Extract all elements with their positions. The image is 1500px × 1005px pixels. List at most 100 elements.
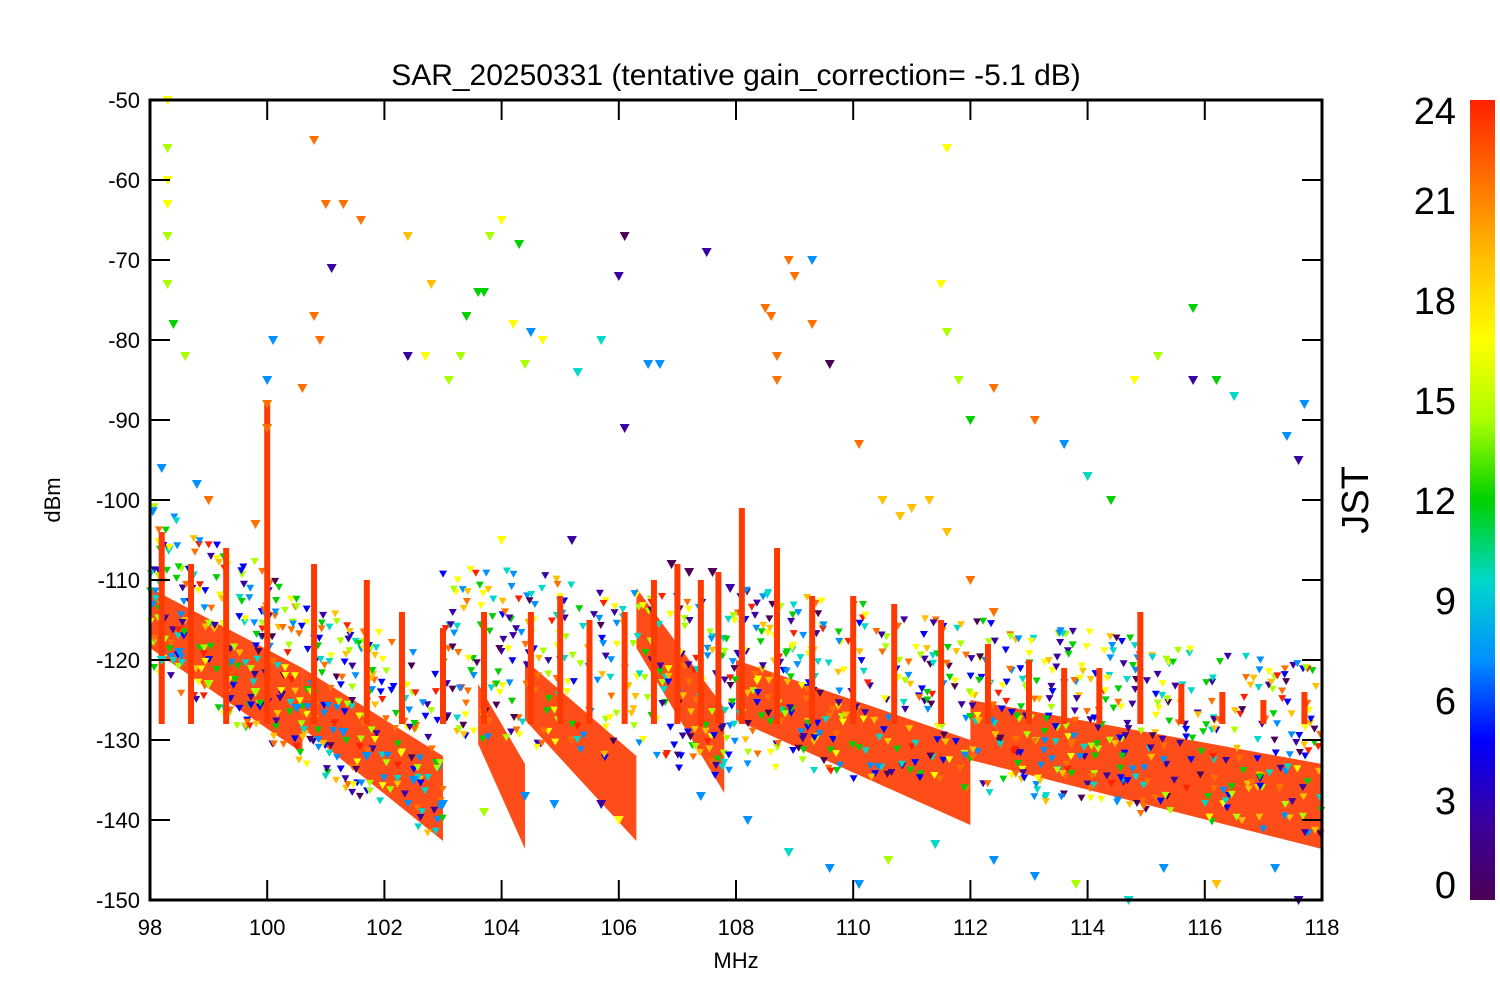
- scatter-texture-point: [492, 680, 501, 688]
- scatter-texture-point: [687, 708, 696, 716]
- scatter-texture-point: [841, 711, 850, 719]
- scatter-texture-point: [285, 708, 294, 716]
- scatter-texture-point: [754, 689, 763, 697]
- scatter-texture-point: [174, 626, 183, 634]
- scatter-texture-point: [1019, 769, 1028, 777]
- scatter-texture-point: [562, 688, 571, 696]
- scatter-texture-point: [1123, 676, 1132, 684]
- scatter-texture-point: [431, 827, 440, 835]
- scatter-texture-point: [390, 725, 399, 733]
- scatter-texture-point: [855, 648, 864, 656]
- scatter-texture-point: [683, 728, 692, 736]
- scatter-texture-point: [405, 723, 414, 731]
- scatter-texture-point: [354, 639, 363, 647]
- scatter-texture-point: [781, 710, 790, 718]
- scatter-texture-point: [286, 698, 295, 706]
- scatter-texture-point: [957, 701, 966, 709]
- scatter-texture-point: [718, 723, 727, 731]
- scatter-texture-point: [1255, 813, 1264, 821]
- scatter-texture-point: [1237, 817, 1246, 825]
- scatter-texture-point: [1154, 704, 1163, 712]
- scatter-texture-point: [378, 655, 387, 663]
- data-point: [1229, 392, 1240, 401]
- scatter-texture-point: [245, 722, 254, 730]
- scatter-texture-point: [509, 570, 518, 578]
- scatter-texture-point: [996, 734, 1005, 742]
- scatter-texture-point: [174, 662, 183, 670]
- scatter-texture-point: [1314, 743, 1323, 751]
- scatter-texture-point: [568, 720, 577, 728]
- colorbar-tick-label: 0: [1435, 865, 1456, 907]
- scatter-texture-point: [911, 759, 920, 767]
- noise-band: [302, 668, 443, 841]
- carrier-spike: [1178, 684, 1185, 724]
- scatter-texture-point: [174, 563, 183, 571]
- scatter-texture-point: [333, 704, 342, 712]
- scatter-texture-point: [411, 689, 420, 697]
- scatter-texture-point: [1143, 778, 1152, 786]
- scatter-texture-point: [448, 609, 457, 617]
- data-point: [479, 808, 490, 817]
- scatter-texture-point: [407, 754, 416, 762]
- scatter-texture-point: [974, 717, 983, 725]
- scatter-texture-point: [658, 593, 667, 601]
- scatter-texture-point: [1087, 772, 1096, 780]
- scatter-texture-point: [1042, 792, 1051, 800]
- scatter-texture-point: [201, 623, 210, 631]
- scatter-texture-point: [703, 644, 712, 652]
- scatter-texture-point: [418, 699, 427, 707]
- scatter-texture-point: [664, 665, 673, 673]
- scatter-texture-point: [343, 622, 352, 630]
- scatter-texture-point: [879, 726, 888, 734]
- scatter-texture-point: [1040, 737, 1049, 745]
- carrier-spike: [1061, 668, 1068, 724]
- scatter-texture-point: [1107, 780, 1116, 788]
- x-tick-label: 118: [1304, 915, 1339, 940]
- scatter-texture-point: [929, 619, 938, 627]
- scatter-texture-point: [174, 632, 183, 640]
- scatter-texture-point: [254, 648, 263, 656]
- scatter-texture-point: [915, 694, 924, 702]
- colorbar: [1470, 100, 1495, 900]
- scatter-texture-point: [722, 635, 731, 643]
- scatter-texture-point: [487, 684, 496, 692]
- scatter-texture-point: [523, 592, 532, 600]
- scatter-texture-point: [724, 766, 733, 774]
- scatter-texture-point: [758, 666, 767, 674]
- data-layer: [146, 96, 1326, 905]
- scatter-texture-point: [1222, 756, 1231, 764]
- scatter-texture-point: [600, 750, 609, 758]
- data-point: [514, 240, 525, 249]
- scatter-texture-point: [1100, 647, 1109, 655]
- scatter-texture-point: [1158, 691, 1167, 699]
- scatter-texture-point: [960, 784, 969, 792]
- colorbar-tick-label: 15: [1414, 381, 1456, 423]
- scatter-texture-point: [1048, 667, 1057, 675]
- scatter-texture-point: [495, 645, 504, 653]
- scatter-texture-point: [321, 772, 330, 780]
- scatter-texture-point: [1147, 753, 1156, 761]
- colorbar-label: JST: [1335, 466, 1377, 534]
- scatter-texture-point: [446, 621, 455, 629]
- scatter-texture-point: [1033, 774, 1042, 782]
- data-point: [520, 792, 531, 801]
- scatter-texture-point: [403, 681, 412, 689]
- scatter-texture-point: [753, 750, 762, 758]
- scatter-texture-point: [916, 651, 925, 659]
- scatter-texture-point: [1128, 700, 1137, 708]
- data-point: [883, 856, 894, 865]
- scatter-texture-point: [1025, 650, 1034, 658]
- scatter-texture-point: [866, 762, 875, 770]
- scatter-texture-point: [726, 681, 735, 689]
- scatter-texture-point: [210, 621, 219, 629]
- scatter-texture-point: [941, 738, 950, 746]
- scatter-texture-point: [1101, 696, 1110, 704]
- scatter-texture-point: [1158, 735, 1167, 743]
- scatter-texture-point: [547, 617, 556, 625]
- scatter-texture-point: [1164, 698, 1173, 706]
- scatter-texture-point: [355, 792, 364, 800]
- scatter-texture-point: [1156, 797, 1165, 805]
- scatter-texture-point: [252, 630, 261, 638]
- scatter-texture-point: [999, 775, 1008, 783]
- scatter-texture-point: [659, 686, 668, 694]
